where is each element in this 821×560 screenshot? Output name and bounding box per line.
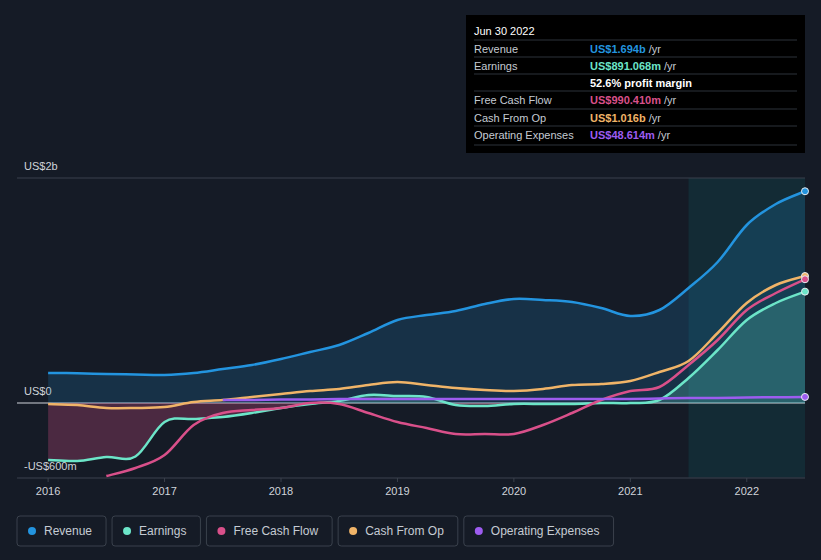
tooltip-box: [466, 15, 805, 153]
tooltip-label: Earnings: [474, 60, 518, 72]
tooltip-separator: [474, 57, 797, 58]
legend-item[interactable]: Revenue: [17, 516, 106, 546]
legend: Revenue Earnings Free Cash Flow Cash From O…: [17, 516, 614, 546]
x-axis-line: [19, 478, 805, 479]
x-tick: [630, 478, 631, 482]
legend-button[interactable]: [464, 516, 614, 546]
grid-line: [17, 178, 805, 179]
legend-label: Earnings: [139, 524, 186, 538]
legend-item[interactable]: Operating Expenses: [464, 516, 614, 546]
tooltip-separator: [474, 91, 797, 92]
x-tick-label: 2021: [618, 485, 642, 497]
tooltip-value: US$1.016b/yr: [590, 112, 661, 124]
series-line: [48, 276, 805, 408]
legend-swatch: [28, 527, 36, 535]
end-dot: [802, 276, 809, 283]
tooltip-label: Free Cash Flow: [474, 94, 552, 106]
tooltip-separator: [474, 126, 797, 127]
tooltip-value: US$990.410m/yr: [590, 94, 677, 106]
legend-label: Cash From Op: [365, 524, 444, 538]
legend-item[interactable]: Cash From Op: [338, 516, 458, 546]
tooltip-value: US$1.694b/yr: [590, 43, 661, 55]
legend-button[interactable]: [206, 516, 332, 546]
tooltip-separator: [474, 109, 797, 110]
tooltip-label: Operating Expenses: [474, 129, 574, 141]
tooltip-unit: /yr: [664, 60, 677, 72]
x-tick: [746, 478, 747, 482]
legend-button[interactable]: [338, 516, 458, 546]
grid-line: [17, 478, 805, 479]
x-tick: [397, 478, 398, 482]
tooltip-separator: [474, 74, 797, 75]
legend-button[interactable]: [17, 516, 106, 546]
end-dot: [802, 288, 809, 295]
tooltip-value: US$891.068m/yr: [590, 60, 677, 72]
chart: -US$600mUS$0US$2b20162017201820192020202…: [0, 0, 821, 560]
legend-swatch: [349, 527, 357, 535]
tooltip-value-text: US$990.410m: [590, 94, 661, 106]
legend-item[interactable]: Free Cash Flow: [206, 516, 332, 546]
legend-swatch: [217, 527, 225, 535]
legend-swatch: [123, 527, 131, 535]
area: [48, 191, 805, 403]
legend-label: Free Cash Flow: [233, 524, 318, 538]
area-negative: [48, 403, 805, 461]
x-tick: [281, 478, 282, 482]
x-tick-label: 2018: [269, 485, 293, 497]
series-line: [223, 397, 805, 400]
tooltip: Jun 30 2022 Revenue US$1.694b/yr Earnings US…: [466, 15, 805, 153]
tooltip-separator: [474, 40, 797, 41]
x-tick: [48, 478, 49, 482]
tooltip-value-text: US$48.614m: [590, 129, 655, 141]
legend-button[interactable]: [112, 516, 200, 546]
legend-item[interactable]: Earnings: [112, 516, 200, 546]
tooltip-value: US$48.614m/yr: [590, 129, 670, 141]
tooltip-unit: /yr: [649, 43, 662, 55]
tooltip-label: Revenue: [474, 43, 518, 55]
background: [0, 0, 821, 560]
series-line: [106, 279, 805, 476]
series-line: [48, 292, 805, 461]
x-tick: [164, 478, 165, 482]
plot-area: [48, 191, 805, 476]
x-tick-label: 2022: [735, 485, 759, 497]
x-tick-label: 2019: [385, 485, 409, 497]
x-tick-label: 2016: [36, 485, 60, 497]
x-tick: [513, 478, 514, 482]
legend-label: Revenue: [44, 524, 92, 538]
legend-swatch: [475, 527, 483, 535]
y-tick-label: US$0: [24, 385, 52, 397]
tooltip-unit: /yr: [649, 112, 662, 124]
tooltip-value-text: 52.6% profit margin: [590, 77, 692, 89]
tooltip-label: Cash From Op: [474, 112, 546, 124]
tooltip-value-text: US$891.068m: [590, 60, 661, 72]
tooltip-title: Jun 30 2022: [474, 25, 535, 37]
y-tick-label: US$2b: [24, 160, 58, 172]
end-dot: [802, 188, 809, 195]
tooltip-value-text: US$1.694b: [590, 43, 646, 55]
tooltip-value-text: US$1.016b: [590, 112, 646, 124]
series-line: [48, 191, 805, 375]
legend-label: Operating Expenses: [491, 524, 600, 538]
x-tick-label: 2017: [152, 485, 176, 497]
tooltip-unit: /yr: [658, 129, 671, 141]
tooltip-unit: /yr: [664, 94, 677, 106]
area-positive: [48, 292, 805, 403]
x-tick-label: 2020: [502, 485, 526, 497]
tooltip-separator: [474, 145, 797, 146]
tooltip-value: 52.6% profit margin: [590, 77, 692, 89]
end-dot: [802, 393, 809, 400]
